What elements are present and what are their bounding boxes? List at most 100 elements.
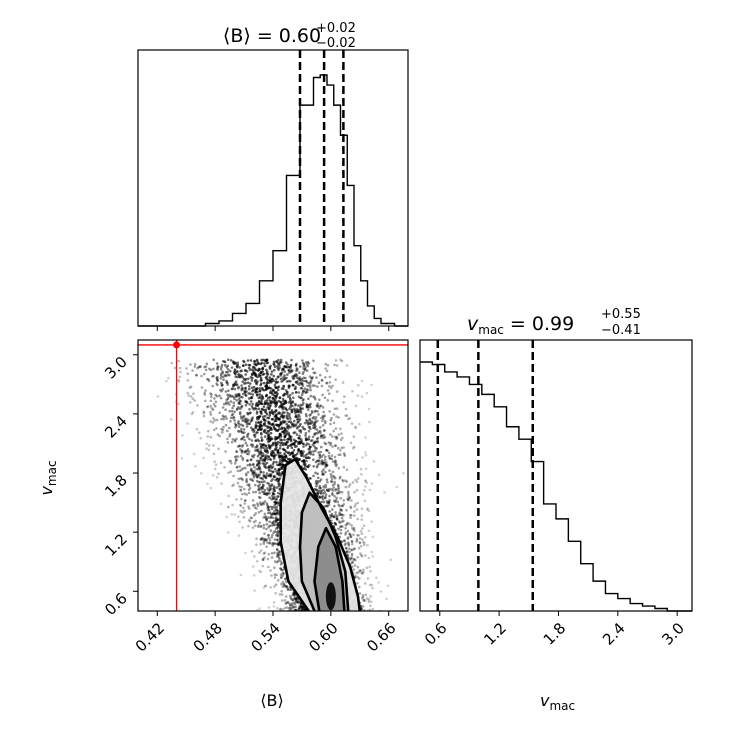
sample-point — [214, 463, 218, 466]
sample-point — [289, 606, 293, 610]
sample-point — [240, 437, 243, 441]
sample-point — [230, 440, 234, 444]
sample-point — [368, 565, 372, 569]
sample-point — [301, 407, 305, 410]
sample-point — [246, 459, 249, 462]
sample-point — [275, 560, 279, 564]
sample-point — [255, 537, 258, 540]
sample-point — [340, 520, 344, 523]
sample-point — [276, 388, 280, 392]
sample-point — [276, 501, 279, 505]
sample-point — [284, 399, 287, 403]
sample-point — [289, 380, 292, 383]
sample-point — [281, 379, 285, 382]
sample-point — [357, 383, 360, 387]
sample-point — [319, 426, 322, 429]
sample-point — [283, 577, 287, 581]
sample-point — [299, 452, 302, 455]
sample-point — [247, 450, 251, 453]
sample-point — [348, 533, 352, 536]
sample-point — [333, 482, 336, 486]
sample-point — [278, 432, 282, 436]
sample-point — [316, 491, 320, 495]
sample-point — [259, 570, 263, 574]
sample-point — [243, 492, 247, 495]
sample-point — [284, 361, 288, 364]
sample-point — [365, 597, 369, 600]
sample-point — [260, 436, 263, 439]
sample-point — [355, 539, 359, 542]
sample-point — [244, 386, 247, 390]
sample-point — [329, 480, 333, 483]
sample-point — [257, 396, 261, 400]
sample-point — [294, 402, 297, 406]
sample-point — [323, 419, 327, 423]
sample-point — [290, 446, 294, 450]
sample-point — [285, 423, 289, 426]
sample-point — [305, 380, 308, 383]
sample-point — [257, 417, 261, 421]
sample-point — [301, 391, 305, 395]
sample-point — [269, 529, 273, 532]
sample-point — [309, 394, 313, 398]
sample-point — [257, 488, 260, 491]
sample-point — [313, 396, 316, 399]
sample-point — [292, 456, 296, 459]
sample-point — [338, 521, 342, 524]
sample-point — [275, 516, 278, 519]
sample-point — [239, 488, 242, 492]
sample-point — [322, 436, 325, 440]
sample-point — [238, 444, 241, 448]
sample-point — [277, 541, 281, 544]
sample-point — [265, 502, 269, 505]
sample-point — [367, 509, 371, 513]
sample-point — [265, 518, 268, 521]
sample-point — [345, 480, 349, 483]
sample-point — [236, 363, 239, 367]
sample-point — [306, 381, 309, 384]
sample-point — [261, 415, 265, 419]
sample-point — [186, 372, 190, 376]
sample-point — [173, 366, 177, 370]
sample-point — [298, 434, 301, 438]
sample-point — [325, 500, 329, 503]
sample-point — [362, 599, 366, 602]
sample-point — [285, 585, 289, 589]
sample-point — [221, 406, 225, 409]
sample-point — [334, 511, 337, 514]
sample-point — [216, 377, 219, 381]
sample-point — [352, 435, 356, 438]
sample-point — [247, 418, 250, 422]
sample-point — [267, 508, 271, 512]
sample-point — [186, 379, 189, 382]
sample-point — [288, 435, 292, 439]
sample-point — [293, 443, 296, 447]
sample-point — [335, 437, 338, 441]
sample-point — [305, 405, 309, 409]
sample-point — [265, 454, 268, 457]
sample-point — [350, 539, 354, 543]
sample-point — [361, 572, 364, 575]
sample-point — [364, 593, 368, 596]
sample-point — [295, 391, 298, 394]
sample-point — [307, 429, 311, 433]
sample-point — [308, 381, 311, 385]
sample-point — [206, 405, 209, 409]
sample-point — [269, 516, 273, 520]
sample-point — [329, 457, 332, 460]
sample-point — [251, 499, 255, 502]
sample-point — [240, 374, 243, 377]
sample-point — [335, 463, 339, 466]
sample-point — [309, 379, 313, 383]
sample-point — [328, 498, 331, 502]
sample-point — [275, 547, 279, 551]
sample-point — [327, 500, 331, 504]
sample-point — [313, 423, 316, 427]
sample-point — [306, 405, 310, 409]
sample-point — [259, 421, 262, 424]
sample-point — [291, 375, 295, 378]
sample-point — [317, 413, 320, 416]
sample-point — [249, 458, 253, 462]
sample-point — [311, 416, 315, 420]
sample-point — [356, 477, 360, 480]
